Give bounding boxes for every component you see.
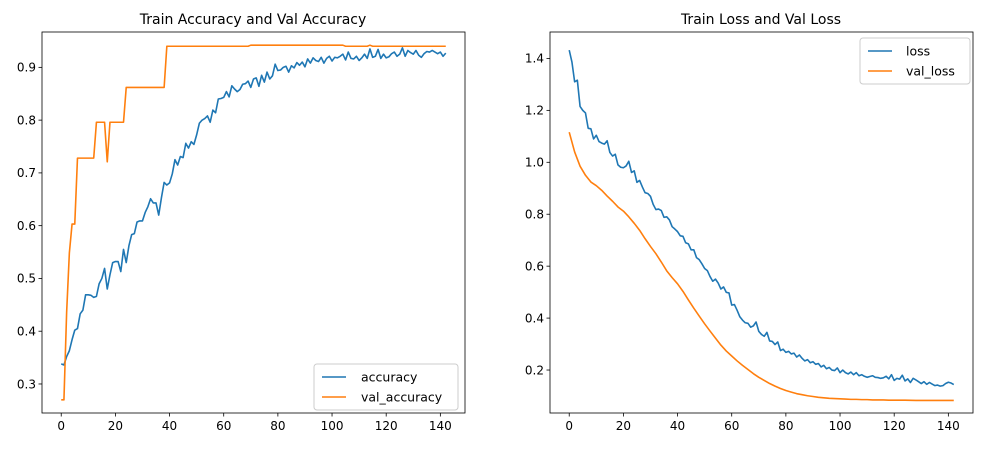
legend-label-accuracy: accuracy [361, 370, 418, 385]
x-tick-label: 120 [883, 419, 906, 433]
x-tick-label: 0 [565, 419, 573, 433]
y-tick-label: 1.4 [525, 52, 544, 66]
y-tick-label: 0.4 [17, 325, 36, 339]
legend-label-val-accuracy: val_accuracy [361, 390, 443, 405]
y-tick-label: 0.8 [525, 208, 544, 222]
x-tick-label: 100 [829, 419, 852, 433]
legend: accuracy val_accuracy [313, 363, 459, 411]
y-tick-label: 0.6 [17, 219, 36, 233]
legend-label-val-loss: val_loss [906, 64, 955, 79]
x-tick-label: 40 [162, 419, 177, 433]
x-tick-label: 0 [57, 419, 65, 433]
series-layer [568, 49, 955, 402]
x-tick-label: 60 [216, 419, 231, 433]
y-tick-label: 1.2 [525, 104, 544, 118]
x-tick-label: 40 [670, 419, 685, 433]
chart-title: Train Loss and Val Loss [680, 12, 841, 28]
y-tick-label: 0.2 [525, 363, 544, 377]
loss-chart: Train Loss and Val Loss 0 20 40 60 80 100 120 1… [525, 12, 974, 433]
x-tick-label: 100 [321, 419, 344, 433]
series-line-loss [568, 49, 955, 387]
legend-label-loss: loss [906, 44, 930, 59]
legend-frame [313, 363, 459, 411]
y-tick-label: 0.8 [17, 113, 36, 127]
axes-layer: 0 20 40 60 80 100 120 140 0.2 0.4 0.6 0.8 1.0 1.2 1.4 [525, 31, 974, 433]
x-tick-label: 60 [724, 419, 739, 433]
x-tick-label: 140 [429, 419, 452, 433]
legend-frame [859, 37, 971, 85]
x-tick-label: 80 [778, 419, 793, 433]
legend: loss val_loss [859, 37, 971, 85]
y-tick-label: 0.9 [17, 61, 36, 75]
y-tick-label: 1.0 [525, 156, 544, 170]
series-layer [60, 44, 447, 401]
y-tick-label: 0.7 [17, 166, 36, 180]
series-line-val-loss [568, 131, 954, 402]
series-line-val-accuracy [61, 44, 446, 401]
x-tick-label: 20 [616, 419, 631, 433]
y-tick-label: 0.6 [525, 259, 544, 273]
x-tick-label: 20 [108, 419, 123, 433]
y-tick-label: 0.3 [17, 377, 36, 391]
x-tick-label: 80 [270, 419, 285, 433]
axes-layer: 0 20 40 60 80 100 120 140 0.3 0.4 0.5 0.6 0.7 0.8 0.9 [17, 31, 466, 433]
accuracy-chart: Train Accuracy and Val Accuracy 0 20 40 60 8… [17, 12, 466, 433]
chart-title: Train Accuracy and Val Accuracy [139, 12, 367, 28]
y-tick-label: 0.5 [17, 272, 36, 286]
plot-frame [41, 31, 466, 414]
x-tick-label: 120 [375, 419, 398, 433]
series-line-accuracy [60, 47, 447, 366]
x-tick-label: 140 [937, 419, 960, 433]
y-tick-label: 0.4 [525, 311, 544, 325]
plot-frame [549, 31, 974, 414]
